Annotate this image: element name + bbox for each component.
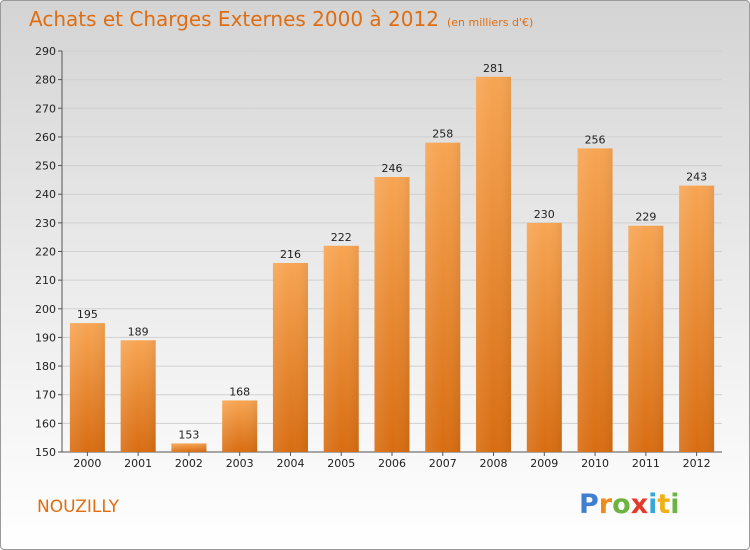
data-label-2002: 153 (178, 428, 199, 441)
data-label-2011: 229 (635, 211, 656, 224)
bar-shine-2000 (69, 323, 105, 452)
data-label-2009: 230 (534, 208, 555, 221)
x-tick-label-2005: 2005 (327, 457, 355, 470)
y-tick-label: 180 (35, 360, 56, 373)
bar-shine-2012 (679, 185, 715, 452)
x-tick-label-2001: 2001 (124, 457, 152, 470)
chart-title: Achats et Charges Externes 2000 à 2012 (e… (29, 7, 533, 31)
bar-shine-2003 (222, 400, 258, 452)
x-tick-label-2011: 2011 (632, 457, 660, 470)
y-tick-label: 240 (35, 188, 56, 201)
data-label-2004: 216 (280, 248, 301, 261)
x-tick-label-2003: 2003 (226, 457, 254, 470)
data-label-2007: 258 (432, 128, 453, 141)
y-tick-label: 160 (35, 417, 56, 430)
y-tick-label: 150 (35, 446, 56, 459)
bar-shine-2010 (577, 148, 613, 452)
y-tick-label: 270 (35, 102, 56, 115)
y-tick-label: 210 (35, 274, 56, 287)
x-tick-label-2004: 2004 (276, 457, 304, 470)
x-tick-label-2012: 2012 (683, 457, 711, 470)
data-label-2005: 222 (331, 231, 352, 244)
labels: 195 2000 189 2001 153 2002 168 2003 216 2004 222 20… (73, 62, 710, 470)
place-name: NOUZILLY (37, 497, 119, 517)
y-tick-label: 230 (35, 217, 56, 230)
data-label-2008: 281 (483, 62, 504, 75)
bar-shine-2002 (171, 443, 207, 452)
data-label-2003: 168 (229, 385, 250, 398)
data-label-2006: 246 (382, 162, 403, 175)
bar-shine-2004 (272, 262, 308, 452)
y-tick-label: 190 (35, 331, 56, 344)
y-tick-label: 170 (35, 389, 56, 402)
x-tick-label-2008: 2008 (480, 457, 508, 470)
x-tick-label-2006: 2006 (378, 457, 406, 470)
y-tick-label: 250 (35, 160, 56, 173)
bar-shine-2008 (476, 76, 512, 453)
x-tick-label-2007: 2007 (429, 457, 457, 470)
bar-shine-2005 (323, 245, 359, 452)
x-tick-label-2000: 2000 (73, 457, 101, 470)
bar-shine-2007 (425, 142, 461, 452)
y-tick-label: 290 (35, 45, 56, 58)
bar-shine-2009 (526, 222, 562, 452)
bar-shine-2001 (120, 340, 156, 452)
bars (69, 76, 715, 453)
x-tick-label-2010: 2010 (581, 457, 609, 470)
bar-shine-2011 (628, 225, 664, 452)
title-text: Achats et Charges Externes 2000 à 2012 (29, 7, 439, 31)
x-tick-label-2009: 2009 (530, 457, 558, 470)
y-tick-label: 260 (35, 131, 56, 144)
data-label-2001: 189 (128, 325, 149, 338)
title-unit: (en milliers d'€) (446, 16, 534, 29)
data-label-2010: 256 (585, 133, 606, 146)
data-label-2000: 195 (77, 308, 98, 321)
proxiti-logo: Proxiti (579, 489, 680, 520)
y-tick-label: 220 (35, 246, 56, 259)
bar-shine-2006 (374, 177, 410, 452)
y-tick-label: 200 (35, 303, 56, 316)
y-tick-label: 280 (35, 74, 56, 87)
x-tick-label-2002: 2002 (175, 457, 203, 470)
data-label-2012: 243 (686, 171, 707, 184)
